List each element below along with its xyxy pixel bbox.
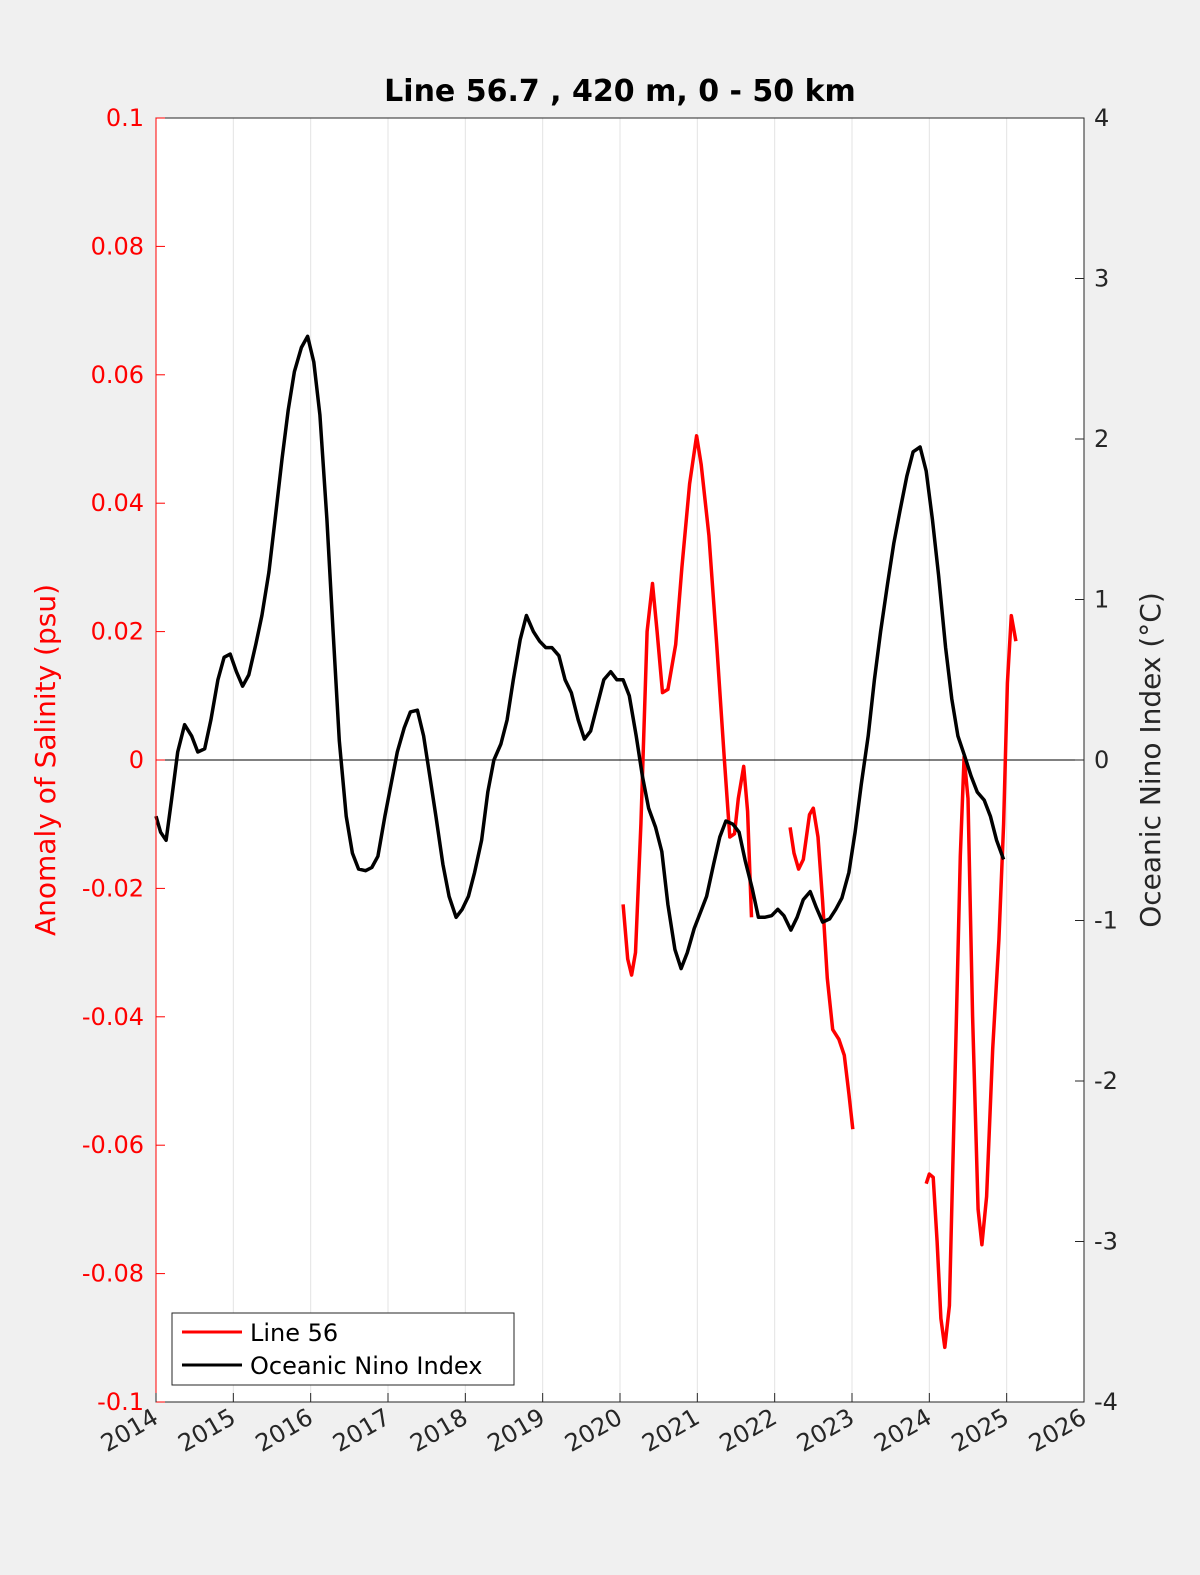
left-axis-label: Anomaly of Salinity (psu) (29, 584, 62, 936)
left-tick-label-0.04: 0.04 (91, 489, 144, 517)
left-tick-label--0.04: -0.04 (82, 1003, 144, 1031)
right-tick-label--2: -2 (1094, 1067, 1118, 1095)
legend: Line 56 Oceanic Nino Index (171, 1312, 515, 1386)
right-tick-label--3: -3 (1094, 1228, 1118, 1256)
line-56-series-segment-1 (788, 806, 855, 1130)
right-tick-label-3: 3 (1094, 265, 1109, 293)
left-tick-label-0.1: 0.1 (106, 104, 144, 132)
right-tick-label--1: -1 (1094, 907, 1118, 935)
right-tick-label--4: -4 (1094, 1388, 1118, 1416)
legend-box (171, 1312, 515, 1386)
right-axis: 4 3 2 1 0 -1 -2 -3 -4 (1075, 104, 1118, 1416)
oni-series-segment-0 (154, 334, 1006, 971)
left-tick-label--0.1: -0.1 (97, 1388, 144, 1416)
right-tick-label-2: 2 (1094, 425, 1109, 453)
chart-title: Line 56.7 , 420 m, 0 - 50 km (384, 74, 856, 109)
left-tick-label--0.06: -0.06 (82, 1131, 144, 1159)
left-tick-label-0.08: 0.08 (91, 232, 144, 260)
left-axis: 0.1 0.08 0.06 0.04 0.02 0 -0.02 -0.04 -0.06 -0.08… (82, 104, 165, 1416)
left-tick-label-0.02: 0.02 (91, 618, 144, 646)
right-tick-label-0: 0 (1094, 746, 1109, 774)
series-layer (154, 334, 1018, 1350)
legend-label-oni: Oceanic Nino Index (250, 1352, 482, 1380)
line-56-series-segment-2 (924, 613, 1018, 1350)
left-tick-label--0.02: -0.02 (82, 874, 144, 902)
legend-label-line-56: Line 56 (250, 1319, 338, 1347)
right-tick-label-1: 1 (1094, 586, 1109, 614)
right-tick-label-4: 4 (1094, 104, 1109, 132)
left-tick-label-0: 0 (129, 746, 144, 774)
left-tick-label-0.06: 0.06 (91, 361, 144, 389)
left-tick-label--0.08: -0.08 (82, 1260, 144, 1288)
right-axis-label: Oceanic Nino Index (°C) (1134, 592, 1167, 928)
